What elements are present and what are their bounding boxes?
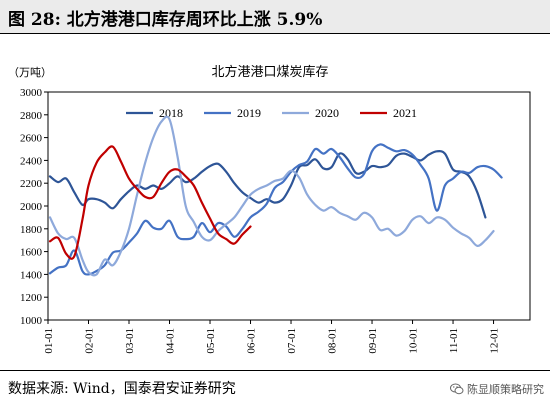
x-tick-label-6: 07-01 [286,328,298,354]
x-tick-label-8: 09-01 [367,328,379,354]
y-tick-label-0: 1000 [20,315,43,327]
x-tick-label-5: 06-01 [246,328,258,354]
watermark: 陈显顺策略研究 [450,381,544,397]
legend-label-2018: 2018 [159,106,183,120]
y-tick-label-1: 1200 [20,292,43,304]
y-axis-unit-label: （万吨） [8,66,52,79]
figure-header: 图 28: 北方港港口库存周环比上涨 5.9% [0,0,550,34]
line-chart: 北方港港口煤炭库存 （万吨） 2018 2019 2020 2021 1000 1200… [8,64,531,354]
series-line-2020 [48,115,495,277]
y-tick-label-3: 1600 [20,247,43,259]
x-tick-label-0: 01-01 [43,328,55,354]
series-line-2021 [48,145,252,260]
y-tick-label-8: 2600 [20,133,43,145]
legend-label-2019: 2019 [237,106,261,120]
plot-frame [47,91,531,321]
legend-label-2020: 2020 [315,106,339,120]
legend: 2018 2019 2020 2021 [126,106,417,120]
legend-label-2021: 2021 [393,106,417,120]
figure-title: 图 28: 北方港港口库存周环比上涨 5.9% [8,10,323,30]
x-tick-label-4: 05-01 [205,328,217,354]
chart-title: 北方港港口煤炭库存 [211,64,328,80]
x-tick-label-2: 03-01 [124,328,136,354]
x-tick-label-1: 02-01 [84,328,96,354]
y-tick-label-6: 2200 [20,178,43,190]
y-tick-label-5: 2000 [20,201,43,213]
y-tick-label-10: 3000 [20,87,43,99]
series-layer [48,115,503,277]
x-tick-label-3: 04-01 [165,328,177,354]
x-tick-label-11: 12-01 [489,328,501,354]
x-tick-label-9: 10-01 [408,328,420,354]
y-tick-label-9: 2800 [20,110,43,122]
source-note: 数据来源: Wind，国泰君安证券研究 [8,381,236,397]
series-line-2018 [48,150,487,219]
y-tick-label-2: 1400 [20,269,43,281]
axes: 1000 1200 1400 1600 1800 2000 2200 2400 2600 2800… [20,87,531,354]
y-tick-label-4: 1800 [20,224,43,236]
series-line-2019 [48,143,503,276]
x-tick-label-10: 11-01 [448,328,460,353]
y-tick-label-7: 2400 [20,155,43,167]
footer-divider [0,370,550,371]
wechat-icon [450,383,464,395]
watermark-text: 陈显顺策略研究 [467,383,544,396]
x-tick-label-7: 08-01 [327,328,339,354]
